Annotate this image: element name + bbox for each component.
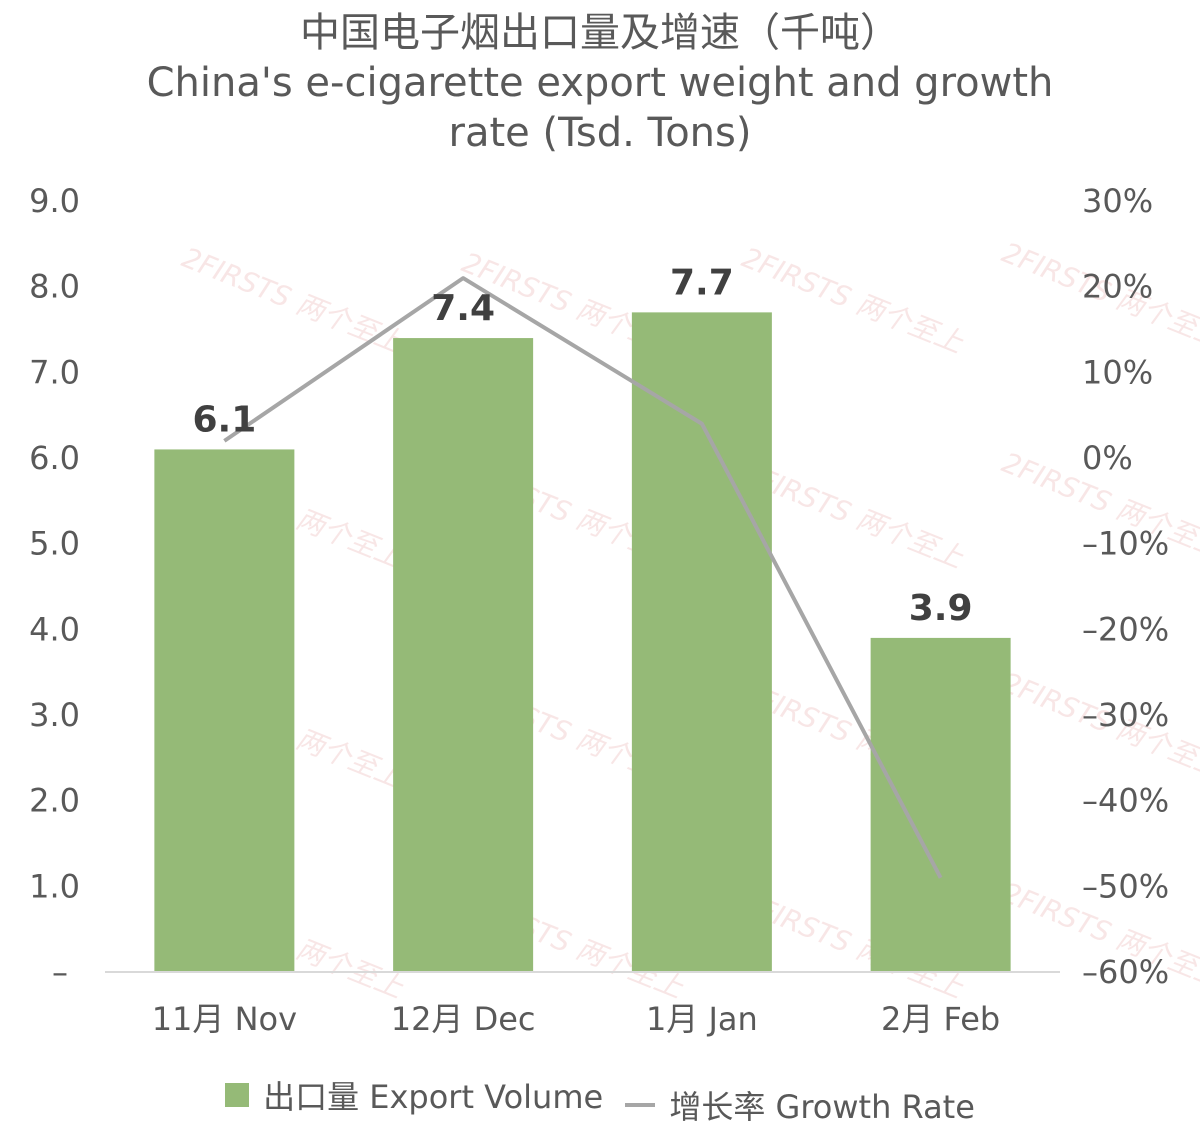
chart-plot: 2FIRSTS 两个至上 2FIRSTS 两个至上 2FIRSTS 两个至上 2FIR…: [29, 182, 1200, 1038]
left-axis-tick-label: 7.0: [29, 353, 80, 391]
bar: [154, 449, 295, 972]
right-axis-tick-label: –30%: [1082, 696, 1169, 734]
bar: [393, 338, 534, 973]
legend: 出口量 Export Volume 增长率 Growth Rate: [0, 1072, 1200, 1128]
legend-item-growth-rate: 增长率 Growth Rate: [625, 1082, 975, 1128]
title-line-en-1: China's e-cigarette export weight and gr…: [146, 60, 1054, 106]
legend-label-export-volume: 出口量 Export Volume: [263, 1078, 604, 1116]
category-label: 11月 Nov: [152, 1000, 297, 1038]
left-axis-tick-label: 4.0: [29, 610, 80, 648]
bar-data-label: 3.9: [909, 588, 973, 629]
category-label: 1月 Jan: [646, 1000, 758, 1038]
bar: [870, 637, 1011, 972]
right-axis-tick-label: –20%: [1082, 610, 1169, 648]
left-axis-tick-label: –: [52, 953, 68, 991]
legend-swatch-line: [625, 1103, 656, 1107]
growth-rate-line: [223, 276, 943, 879]
title-line-cn: 中国电子烟出口量及增速（千吨）: [300, 10, 900, 56]
left-axis-tick-label: 9.0: [29, 182, 80, 220]
left-axis-tick-label: 5.0: [29, 525, 80, 563]
left-axis-tick-label: 6.0: [29, 439, 80, 477]
right-axis-tick-label: –50%: [1082, 867, 1169, 905]
right-axis-tick-label: 10%: [1082, 353, 1153, 391]
watermark-text: 2FIRSTS 两个至上: [177, 241, 408, 360]
bar: [631, 312, 772, 972]
left-axis-tick-label: 3.0: [29, 696, 80, 734]
bar-data-labels: 6.1 7.4 7.7 3.9: [192, 262, 972, 629]
right-axis-tick-label: 30%: [1082, 182, 1153, 220]
bar-series: [154, 312, 1011, 973]
category-label: 12月 Dec: [391, 1000, 536, 1038]
right-axis-tick-label: –10%: [1082, 525, 1169, 563]
left-axis-ticks: – 1.0 2.0 3.0 4.0 5.0 6.0 7.0 8.0 9.0: [29, 182, 80, 991]
title-line-en-2: rate (Tsd. Tons): [448, 110, 752, 156]
left-axis-tick-label: 2.0: [29, 782, 80, 820]
watermark-text: 2FIRSTS 两个至上: [737, 241, 968, 360]
chart-title: 中国电子烟出口量及增速（千吨） China's e-cigarette expo…: [0, 8, 1200, 158]
right-axis-tick-label: –40%: [1082, 782, 1169, 820]
category-label: 2月 Feb: [881, 1000, 1000, 1038]
legend-swatch-bar: [225, 1083, 250, 1107]
bar-data-label: 6.1: [192, 399, 256, 440]
right-axis-tick-label: 0%: [1082, 439, 1133, 477]
legend-item-export-volume: 出口量 Export Volume: [225, 1072, 603, 1118]
right-axis-ticks: –60% –50% –40% –30% –20% –10% 0% 10% 20% 30%: [1082, 182, 1169, 991]
right-axis-tick-label: 20%: [1082, 268, 1153, 306]
bar-data-label: 7.7: [670, 262, 734, 303]
left-axis-tick-label: 8.0: [29, 268, 80, 306]
legend-label-growth-rate: 增长率 Growth Rate: [669, 1088, 975, 1126]
bar-data-label: 7.4: [431, 288, 495, 329]
left-axis-tick-label: 1.0: [29, 867, 80, 905]
category-labels: 11月 Nov 12月 Dec 1月 Jan 2月 Feb: [152, 1000, 1001, 1038]
right-axis-tick-label: –60%: [1082, 953, 1169, 991]
